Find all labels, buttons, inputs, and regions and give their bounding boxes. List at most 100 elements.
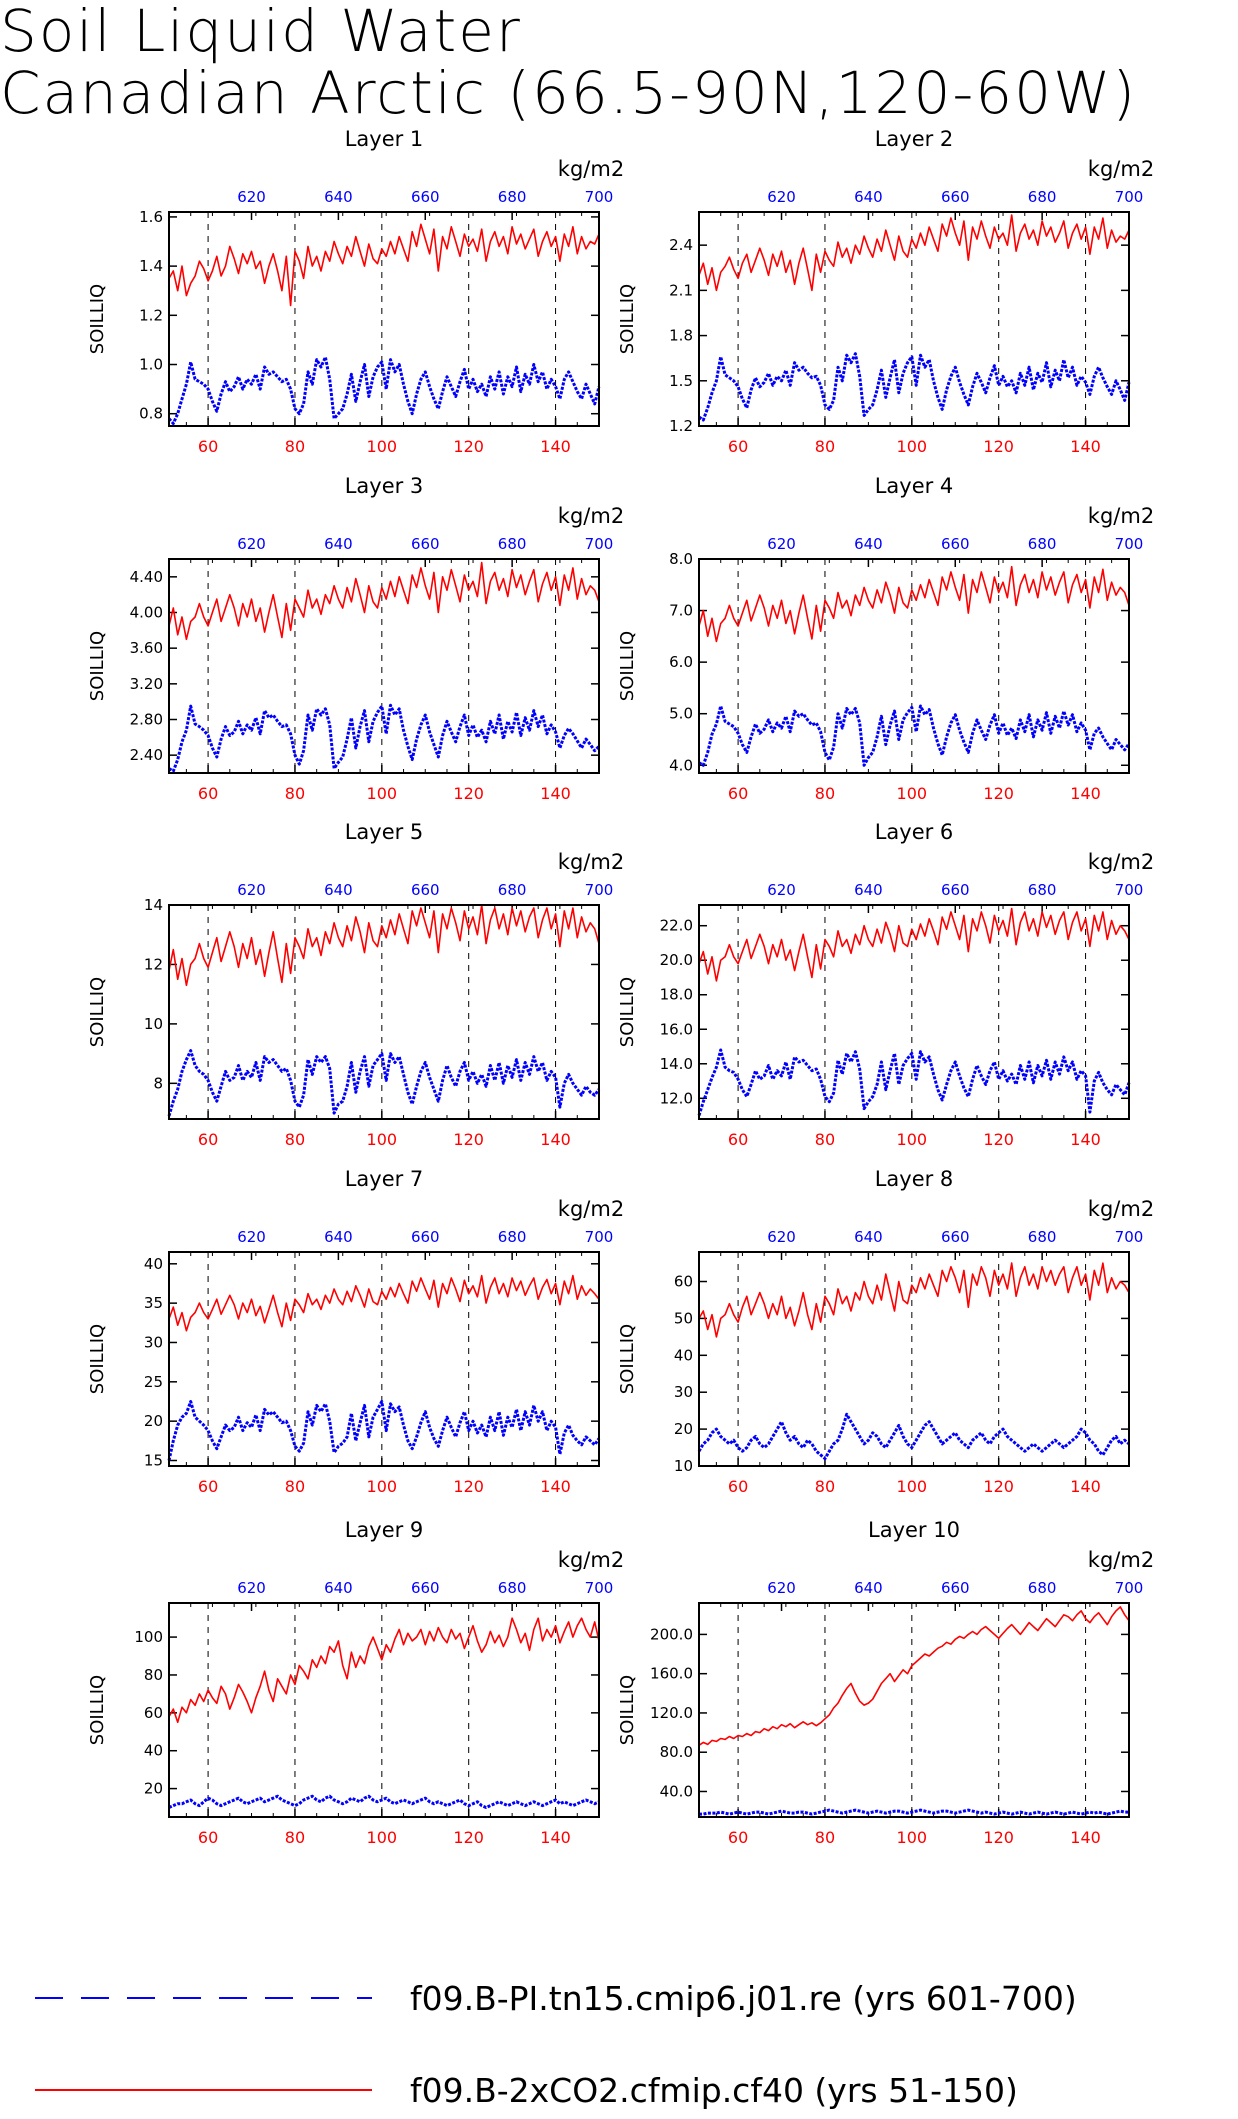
y-tick-label: 1.2	[669, 417, 693, 435]
bottom-tick-label: 60	[198, 1477, 218, 1496]
series-line-blue	[168, 1794, 600, 1809]
series-line-red	[168, 1274, 600, 1332]
y-axis-label: SOILLIQ	[87, 631, 108, 701]
panel-title: Layer 1	[345, 127, 424, 151]
y-axis-label: SOILLIQ	[87, 977, 108, 1047]
top-tick-label: 700	[585, 535, 614, 553]
top-axis-unit: kg/m2	[558, 157, 624, 181]
y-tick-label: 1.6	[139, 208, 163, 226]
top-tick-label: 620	[767, 188, 796, 206]
bottom-tick-label: 60	[198, 1828, 218, 1847]
top-tick-label: 700	[1115, 1228, 1144, 1246]
top-tick-label: 620	[237, 1579, 266, 1597]
y-tick-label: 1.5	[669, 372, 693, 390]
series-line-blue	[168, 703, 601, 773]
y-tick-label: 8.0	[669, 550, 693, 568]
panel-7: Layer 7 kg/m2 620 640 660 680 700 60 80 100 120 140…	[87, 1167, 624, 1496]
legend-entry-2: f09.B-2xCO2.cfmip.cf40 (yrs 51-150)	[35, 2071, 1018, 2110]
bottom-tick-label: 120	[983, 437, 1014, 456]
plot-frame	[698, 558, 1130, 774]
y-tick-label: 50	[674, 1309, 693, 1327]
panel-9: Layer 9 kg/m2 620 640 660 680 700 60 80 100 120 140…	[87, 1518, 624, 1847]
y-tick-label: 12.0	[660, 1089, 693, 1107]
panel-title: Layer 3	[345, 474, 424, 498]
panel-6: Layer 6 kg/m2 620 640 660 680 700 60 80 100 120 140…	[617, 820, 1154, 1149]
bottom-tick-label: 80	[815, 1130, 835, 1149]
top-tick-label: 680	[1028, 1579, 1057, 1597]
y-axis-label: SOILLIQ	[87, 1675, 108, 1745]
y-tick-label: 160.0	[650, 1665, 693, 1683]
y-tick-label: 2.4	[669, 236, 693, 254]
y-tick-label: 30	[144, 1333, 163, 1351]
y-tick-label: 1.0	[139, 356, 163, 374]
top-tick-label: 640	[324, 1579, 353, 1597]
top-tick-label: 680	[498, 1228, 527, 1246]
bottom-tick-label: 120	[453, 1477, 484, 1496]
top-tick-label: 700	[585, 1579, 614, 1597]
y-tick-label: 10	[674, 1457, 693, 1475]
top-tick-label: 620	[767, 1579, 796, 1597]
bottom-tick-label: 100	[367, 437, 398, 456]
y-tick-label: 6.0	[669, 653, 693, 671]
top-axis-unit: kg/m2	[558, 1197, 624, 1221]
top-tick-label: 640	[854, 535, 883, 553]
top-axis-unit: kg/m2	[1088, 1197, 1154, 1221]
panel-title: Layer 6	[875, 820, 954, 844]
bottom-tick-label: 100	[367, 784, 398, 803]
y-tick-label: 14.0	[660, 1055, 693, 1073]
y-tick-label: 16.0	[660, 1020, 693, 1038]
bottom-tick-label: 120	[983, 1828, 1014, 1847]
y-tick-label: 1.8	[669, 327, 693, 345]
bottom-tick-label: 140	[1070, 1828, 1101, 1847]
top-tick-label: 700	[1115, 1579, 1144, 1597]
y-tick-label: 1.2	[139, 306, 163, 324]
plot-frame	[698, 904, 1130, 1120]
bottom-tick-label: 80	[815, 1828, 835, 1847]
top-tick-label: 680	[1028, 535, 1057, 553]
top-tick-label: 660	[411, 881, 440, 899]
bottom-tick-label: 120	[983, 1477, 1014, 1496]
series-line-blue	[698, 352, 1131, 422]
top-tick-label: 640	[324, 188, 353, 206]
top-tick-label: 620	[237, 1228, 266, 1246]
series-line-red	[168, 1617, 600, 1724]
bottom-tick-label: 80	[815, 437, 835, 456]
top-tick-label: 660	[941, 188, 970, 206]
panel-title: Layer 7	[345, 1167, 424, 1191]
bottom-tick-label: 80	[815, 1477, 835, 1496]
bottom-tick-label: 140	[540, 1477, 571, 1496]
top-tick-label: 660	[941, 881, 970, 899]
y-axis-label: SOILLIQ	[617, 1324, 638, 1394]
bottom-tick-label: 120	[983, 784, 1014, 803]
bottom-tick-label: 80	[285, 1477, 305, 1496]
y-tick-label: 2.80	[130, 711, 163, 729]
series-line-red	[168, 223, 600, 307]
top-tick-label: 620	[237, 881, 266, 899]
plot-frame	[168, 211, 600, 427]
y-tick-label: 80.0	[660, 1743, 693, 1761]
bottom-tick-label: 100	[897, 1130, 928, 1149]
bottom-tick-label: 140	[540, 437, 571, 456]
panel-1: Layer 1 kg/m2 620 640 660 680 700 60 80 100 120 140…	[87, 127, 624, 456]
plot-frame	[698, 1251, 1130, 1467]
bottom-tick-label: 60	[728, 437, 748, 456]
y-tick-label: 60	[674, 1273, 693, 1291]
bottom-tick-label: 120	[453, 437, 484, 456]
top-tick-label: 700	[1115, 188, 1144, 206]
bottom-tick-label: 140	[1070, 1477, 1101, 1496]
bottom-tick-label: 140	[1070, 784, 1101, 803]
panel-title: Layer 4	[875, 474, 954, 498]
y-tick-label: 2.1	[669, 281, 693, 299]
top-tick-label: 640	[854, 188, 883, 206]
legend-label: f09.B-2xCO2.cfmip.cf40 (yrs 51-150)	[410, 2071, 1018, 2110]
bottom-tick-label: 80	[815, 784, 835, 803]
y-tick-label: 120.0	[650, 1704, 693, 1722]
bottom-tick-label: 100	[897, 1828, 928, 1847]
bottom-tick-label: 140	[540, 784, 571, 803]
top-tick-label: 680	[498, 535, 527, 553]
panel-8: Layer 8 kg/m2 620 640 660 680 700 60 80 100 120 140…	[617, 1167, 1154, 1496]
panel-title: Layer 8	[875, 1167, 954, 1191]
y-tick-label: 200.0	[650, 1625, 693, 1643]
y-tick-label: 3.60	[130, 639, 163, 657]
bottom-tick-label: 100	[367, 1828, 398, 1847]
